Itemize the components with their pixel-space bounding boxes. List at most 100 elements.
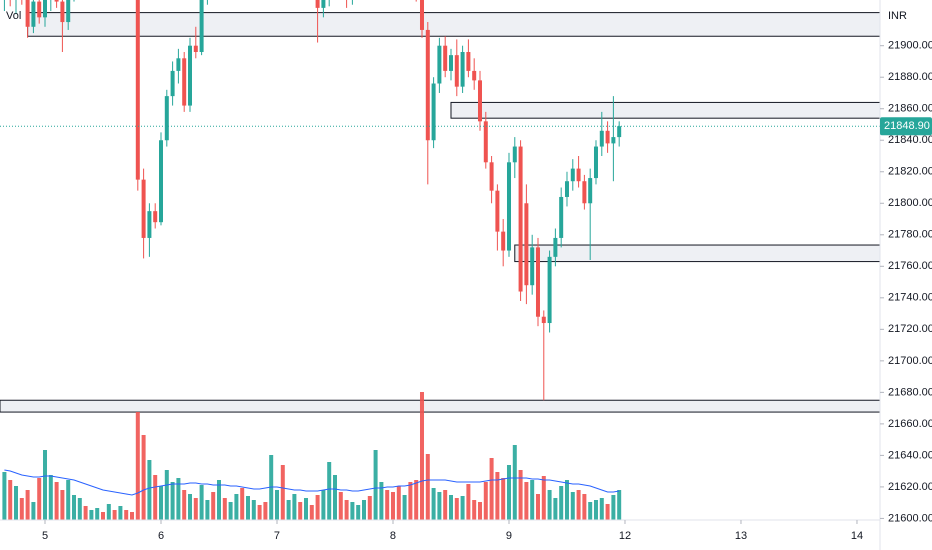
volume-bar — [118, 506, 123, 520]
x-tick-label: 8 — [390, 530, 396, 542]
candle-body — [570, 168, 575, 182]
candle-body — [588, 178, 593, 204]
zone — [450, 101, 880, 119]
candle-body — [315, 0, 320, 8]
volume-bar — [437, 492, 442, 520]
candle-body — [518, 146, 523, 292]
candle-body — [66, 0, 71, 23]
volume-bar — [159, 486, 164, 520]
volume-bar — [547, 490, 552, 520]
candle-body — [611, 137, 616, 144]
volume-bar — [182, 490, 187, 520]
candle-body — [530, 247, 535, 286]
x-tick-label: 5 — [42, 530, 48, 542]
volume-bar — [617, 490, 622, 520]
candle-body — [564, 181, 569, 197]
candle-body — [321, 0, 326, 8]
volume-bar — [234, 494, 239, 520]
volume-bar — [245, 496, 250, 520]
volume-bar — [477, 502, 482, 520]
y-tick-label: 21640.00 — [888, 449, 932, 461]
candle-body — [159, 140, 164, 223]
volume-bar — [205, 500, 210, 520]
volume-bar — [19, 498, 24, 520]
candle-body — [483, 121, 488, 163]
volume-bar — [274, 490, 279, 520]
volume-bar — [60, 490, 65, 520]
y-tick-label: 21700.00 — [888, 355, 932, 367]
plot-area — [0, 0, 880, 520]
zone — [514, 244, 880, 263]
volume-bar — [101, 512, 106, 520]
axes: 21600.00 21620.00 21640.00 21660.00 21680.00… — [42, 40, 932, 542]
volume-bar — [66, 480, 71, 520]
volume-bar — [530, 480, 535, 520]
y-tick-label: 21860.00 — [888, 103, 932, 115]
volume-bar — [257, 505, 262, 520]
candle-body — [524, 203, 529, 286]
volume-bar — [251, 500, 256, 520]
candle-body — [141, 179, 146, 238]
candle-body — [443, 45, 448, 71]
candle-body — [425, 29, 430, 141]
last-price-badge — [880, 117, 932, 136]
volume-bar — [83, 506, 88, 520]
volume-bar — [535, 494, 540, 520]
candle-body — [582, 181, 587, 204]
y-tick-label: 21620.00 — [888, 481, 932, 493]
volume-bar — [570, 492, 575, 520]
volume-bar — [396, 486, 401, 520]
volume-bar — [77, 498, 82, 520]
candle-body — [419, 0, 424, 30]
volume-bar — [385, 490, 390, 520]
candle-body — [431, 83, 436, 141]
volume-ma-line — [4, 469, 620, 496]
volume-bar — [414, 480, 419, 520]
volume-bar — [541, 476, 546, 520]
volume-bar — [373, 450, 378, 520]
volume-bar — [425, 454, 430, 520]
volume-bar — [483, 482, 488, 520]
volume-bar — [43, 450, 48, 520]
volume-bar — [141, 435, 146, 520]
candle-body — [477, 80, 482, 122]
zone — [0, 399, 880, 413]
candle-body — [489, 162, 494, 191]
volume-bar — [564, 480, 569, 520]
volume-bar — [512, 445, 517, 520]
candle-body — [506, 162, 511, 251]
y-tick-label: 21820.00 — [888, 166, 932, 178]
volume-bar — [188, 494, 193, 520]
volume-bar — [460, 496, 465, 520]
volume-bar — [292, 494, 297, 520]
volume-bar — [153, 475, 158, 520]
volume-bar — [286, 500, 291, 520]
y-tick-label: 21680.00 — [888, 386, 932, 398]
volume-bar — [338, 492, 343, 520]
x-tick-label: 12 — [619, 530, 631, 542]
volume-bar — [599, 498, 604, 520]
y-tick-label: 21780.00 — [888, 229, 932, 241]
y-tick-label: 21900.00 — [888, 40, 932, 52]
candle-body — [437, 45, 442, 84]
candle-body — [31, 1, 36, 27]
candle-body — [512, 146, 517, 163]
volume-bar — [588, 502, 593, 520]
volume-bar — [147, 460, 152, 520]
volume-bar — [130, 512, 135, 520]
volume-bar — [222, 498, 227, 520]
candle-body — [170, 70, 175, 97]
volume-bar — [582, 494, 587, 520]
volume-bar — [466, 484, 471, 520]
volume-bar — [106, 504, 111, 520]
volume-bar — [454, 498, 459, 520]
volume-bar — [170, 482, 175, 520]
volume-bar — [576, 490, 581, 520]
candle-body — [495, 190, 500, 232]
candle-body — [43, 0, 48, 18]
candle-body — [501, 231, 506, 251]
volume-bar — [89, 510, 94, 520]
volume-bar — [303, 498, 308, 520]
candle-body — [199, 0, 204, 52]
